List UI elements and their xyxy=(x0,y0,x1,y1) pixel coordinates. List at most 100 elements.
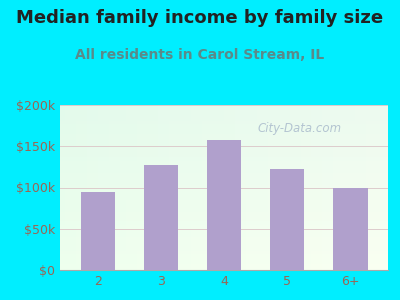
Bar xyxy=(60,233,388,235)
Bar xyxy=(60,132,388,134)
Bar xyxy=(98,105,104,270)
Bar xyxy=(60,138,388,140)
Bar xyxy=(144,165,178,270)
Bar xyxy=(60,212,388,214)
Text: All residents in Carol Stream, IL: All residents in Carol Stream, IL xyxy=(75,48,325,62)
Text: Median family income by family size: Median family income by family size xyxy=(16,9,384,27)
Bar xyxy=(60,157,388,159)
Bar xyxy=(60,231,388,233)
Bar xyxy=(300,105,306,270)
Bar xyxy=(317,105,322,270)
Bar xyxy=(60,134,388,136)
Bar xyxy=(355,105,361,270)
Bar xyxy=(60,152,388,154)
Bar xyxy=(60,113,388,115)
Bar xyxy=(76,105,82,270)
Bar xyxy=(213,105,218,270)
Bar xyxy=(60,249,388,251)
Bar xyxy=(60,161,388,163)
Bar xyxy=(218,105,224,270)
Bar xyxy=(175,105,180,270)
Bar xyxy=(268,105,273,270)
Bar xyxy=(60,154,388,157)
Bar xyxy=(142,105,148,270)
Bar xyxy=(60,169,388,171)
Bar xyxy=(60,192,388,194)
Bar xyxy=(153,105,158,270)
Bar xyxy=(60,173,388,175)
Bar xyxy=(279,105,284,270)
Bar xyxy=(60,254,388,256)
Bar xyxy=(60,167,388,169)
Bar xyxy=(60,218,388,220)
Bar xyxy=(273,105,279,270)
Bar xyxy=(164,105,169,270)
Bar xyxy=(60,251,388,253)
Bar xyxy=(60,243,388,245)
Bar xyxy=(333,105,339,270)
Text: City-Data.com: City-Data.com xyxy=(257,122,342,135)
Bar xyxy=(82,105,87,270)
Bar xyxy=(60,142,388,144)
Bar xyxy=(366,105,372,270)
Bar xyxy=(60,196,388,198)
Bar xyxy=(60,256,388,258)
Bar xyxy=(60,264,388,266)
Bar xyxy=(60,183,388,185)
Bar xyxy=(180,105,186,270)
Bar xyxy=(60,194,388,196)
Bar xyxy=(60,107,388,109)
Bar xyxy=(60,175,388,177)
Bar xyxy=(235,105,240,270)
Bar xyxy=(257,105,262,270)
Bar xyxy=(60,115,388,117)
Bar xyxy=(60,140,388,142)
Bar xyxy=(202,105,208,270)
Bar xyxy=(60,206,388,208)
Bar xyxy=(60,247,388,249)
Bar xyxy=(60,130,388,132)
Bar xyxy=(131,105,136,270)
Bar xyxy=(109,105,115,270)
Bar xyxy=(158,105,164,270)
Bar xyxy=(60,214,388,216)
Bar xyxy=(87,105,93,270)
Bar xyxy=(60,105,388,107)
Bar xyxy=(136,105,142,270)
Bar xyxy=(60,235,388,237)
Bar xyxy=(333,188,368,270)
Bar xyxy=(251,105,257,270)
Bar xyxy=(312,105,317,270)
Bar xyxy=(148,105,153,270)
Bar xyxy=(339,105,344,270)
Bar xyxy=(60,136,388,138)
Bar xyxy=(284,105,290,270)
Bar xyxy=(60,245,388,247)
Bar xyxy=(270,169,304,270)
Bar xyxy=(60,229,388,231)
Bar xyxy=(377,105,382,270)
Bar xyxy=(60,262,388,264)
Bar xyxy=(60,208,388,210)
Bar xyxy=(208,105,213,270)
Bar xyxy=(126,105,131,270)
Bar xyxy=(80,192,115,270)
Bar xyxy=(60,105,66,270)
Bar xyxy=(60,165,388,167)
Bar xyxy=(169,105,175,270)
Bar xyxy=(60,204,388,206)
Bar xyxy=(120,105,126,270)
Bar xyxy=(60,225,388,227)
Bar xyxy=(60,119,388,122)
Bar xyxy=(60,268,388,270)
Bar xyxy=(207,140,241,270)
Bar xyxy=(60,124,388,126)
Bar xyxy=(322,105,328,270)
Bar xyxy=(60,150,388,152)
Bar xyxy=(60,188,388,190)
Bar xyxy=(240,105,246,270)
Bar xyxy=(60,117,388,119)
Bar xyxy=(197,105,202,270)
Bar xyxy=(328,105,333,270)
Bar xyxy=(295,105,300,270)
